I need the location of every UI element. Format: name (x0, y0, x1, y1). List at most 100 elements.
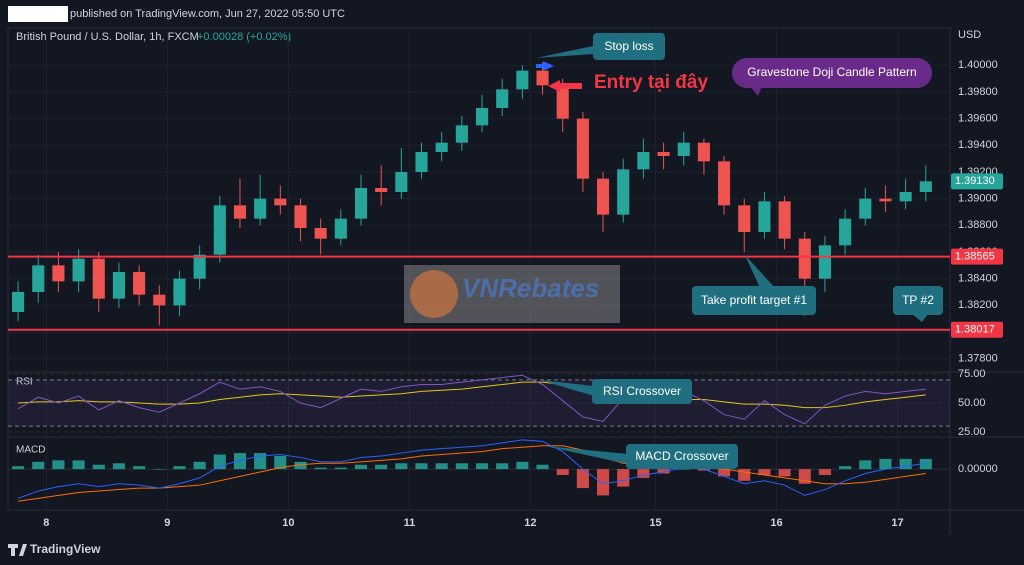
callout-box (626, 444, 738, 469)
candle-body (173, 278, 186, 306)
y-tick-label: 1.39600 (958, 113, 998, 125)
candle-body (536, 70, 549, 86)
candle-body (72, 258, 85, 282)
y-tick-label: 75.00 (958, 368, 986, 380)
watermark-text: VNRebates (462, 273, 599, 303)
callout-text: RSI Crossover (603, 384, 681, 398)
last-price-label: 1.39130 (955, 175, 995, 187)
y-tick-label: 50.00 (958, 397, 986, 409)
candle-body (354, 188, 368, 219)
callout-pointer (745, 255, 775, 288)
candle-body (879, 198, 892, 202)
callout-text: Stop loss (604, 39, 653, 53)
candle-body (778, 201, 791, 239)
candle-body (435, 142, 448, 152)
macd-histogram-bar (657, 469, 670, 474)
callout-pointer (912, 314, 928, 322)
symbol: British Pound / U.S. Dollar, 1h, FXCM (16, 31, 199, 43)
level-label: 1.38565 (955, 251, 995, 263)
macd-signal-line (18, 445, 926, 502)
watermark-logo (410, 270, 458, 318)
macd-histogram-bar (475, 463, 489, 470)
y-tick-label: 1.38200 (958, 299, 998, 311)
macd-histogram-bar (697, 469, 710, 471)
candle-body (455, 125, 468, 143)
candle-body (556, 85, 569, 119)
macd-histogram-bar (415, 463, 428, 470)
callout-text: TP #2 (902, 293, 934, 307)
candle-body (818, 245, 831, 279)
candle-body (193, 254, 206, 279)
callout-text: MACD Crossover (635, 449, 728, 463)
brand-logo (8, 544, 27, 556)
macd-histogram-bar (516, 461, 529, 470)
candle-body (718, 161, 731, 206)
macd-histogram-bar (839, 466, 852, 470)
candle-body (919, 181, 932, 192)
macd-histogram-bar (294, 461, 307, 470)
header: published on TradingView.com, Jun 27, 20… (70, 8, 345, 20)
candle-body (12, 292, 25, 312)
x-tick-label: 11 (404, 517, 416, 529)
x-tick-label: 10 (282, 517, 294, 529)
watermark-sub: mọi giao dịch tài chính (512, 307, 602, 317)
x-tick-label: 12 (524, 517, 536, 529)
candle-body (153, 294, 166, 306)
candle-body (617, 169, 630, 215)
callout-pointer (750, 86, 762, 96)
callout-text: Take profit target #1 (701, 293, 807, 307)
level-label-box (951, 321, 1003, 338)
candle-body (475, 108, 489, 126)
macd-histogram-bar (818, 469, 831, 475)
candle-body (133, 272, 146, 295)
macd-histogram-bar (455, 463, 468, 470)
y-tick-label: 0.00000 (958, 463, 998, 475)
candle-body (738, 205, 751, 232)
callout-box (692, 286, 816, 315)
macd-histogram-bar (233, 453, 247, 470)
y-tick-label: 1.40000 (958, 59, 998, 71)
macd-histogram-bar (919, 458, 932, 470)
candle-body (576, 118, 589, 179)
candle-body (859, 198, 872, 219)
y-tick-label: 25.00 (958, 426, 986, 438)
callout-box (893, 286, 943, 315)
macd-histogram-bar (899, 458, 912, 470)
macd-histogram-bar (778, 469, 791, 477)
watermark: VNRebates mọi giao dịch tài chính (404, 265, 620, 323)
currency: USD (958, 29, 981, 41)
rsi-label: RSI (16, 377, 33, 388)
macd-histogram-bar (597, 469, 610, 496)
macd-histogram-bar (718, 469, 731, 477)
macd-histogram-bar (375, 464, 388, 470)
candle-body (839, 218, 852, 246)
callout-pointer (545, 446, 628, 464)
candle-body (32, 265, 45, 292)
macd-histogram-bar (556, 469, 569, 475)
rsi-line (17, 374, 926, 425)
macd-histogram-bar (274, 455, 287, 470)
macd-histogram-bar (213, 454, 226, 470)
candle-body (334, 218, 347, 239)
macd-histogram-bar (112, 463, 125, 470)
x-tick-label: 9 (164, 517, 170, 529)
macd-line (17, 439, 926, 499)
candle-body (92, 258, 105, 299)
x-tick-label: 15 (649, 517, 661, 529)
macd-histogram-bar (314, 467, 327, 470)
candle-body (314, 228, 327, 239)
macd-histogram-bar (153, 469, 166, 470)
change: +0.00028 (+0.02%) (197, 31, 291, 43)
candle-body (496, 89, 509, 108)
macd-histogram-bar (133, 466, 146, 470)
macd-histogram-bar (496, 463, 509, 470)
macd-histogram-bar (354, 464, 368, 470)
candle-body (254, 198, 267, 219)
candle-body (637, 152, 650, 170)
candle-body (798, 238, 811, 279)
macd-histogram-bar (677, 469, 690, 470)
macd-histogram-bar (859, 460, 872, 470)
y-tick-label: 1.39400 (958, 139, 998, 151)
y-tick-label: 1.38800 (958, 219, 998, 231)
last-price-box (951, 173, 1003, 190)
